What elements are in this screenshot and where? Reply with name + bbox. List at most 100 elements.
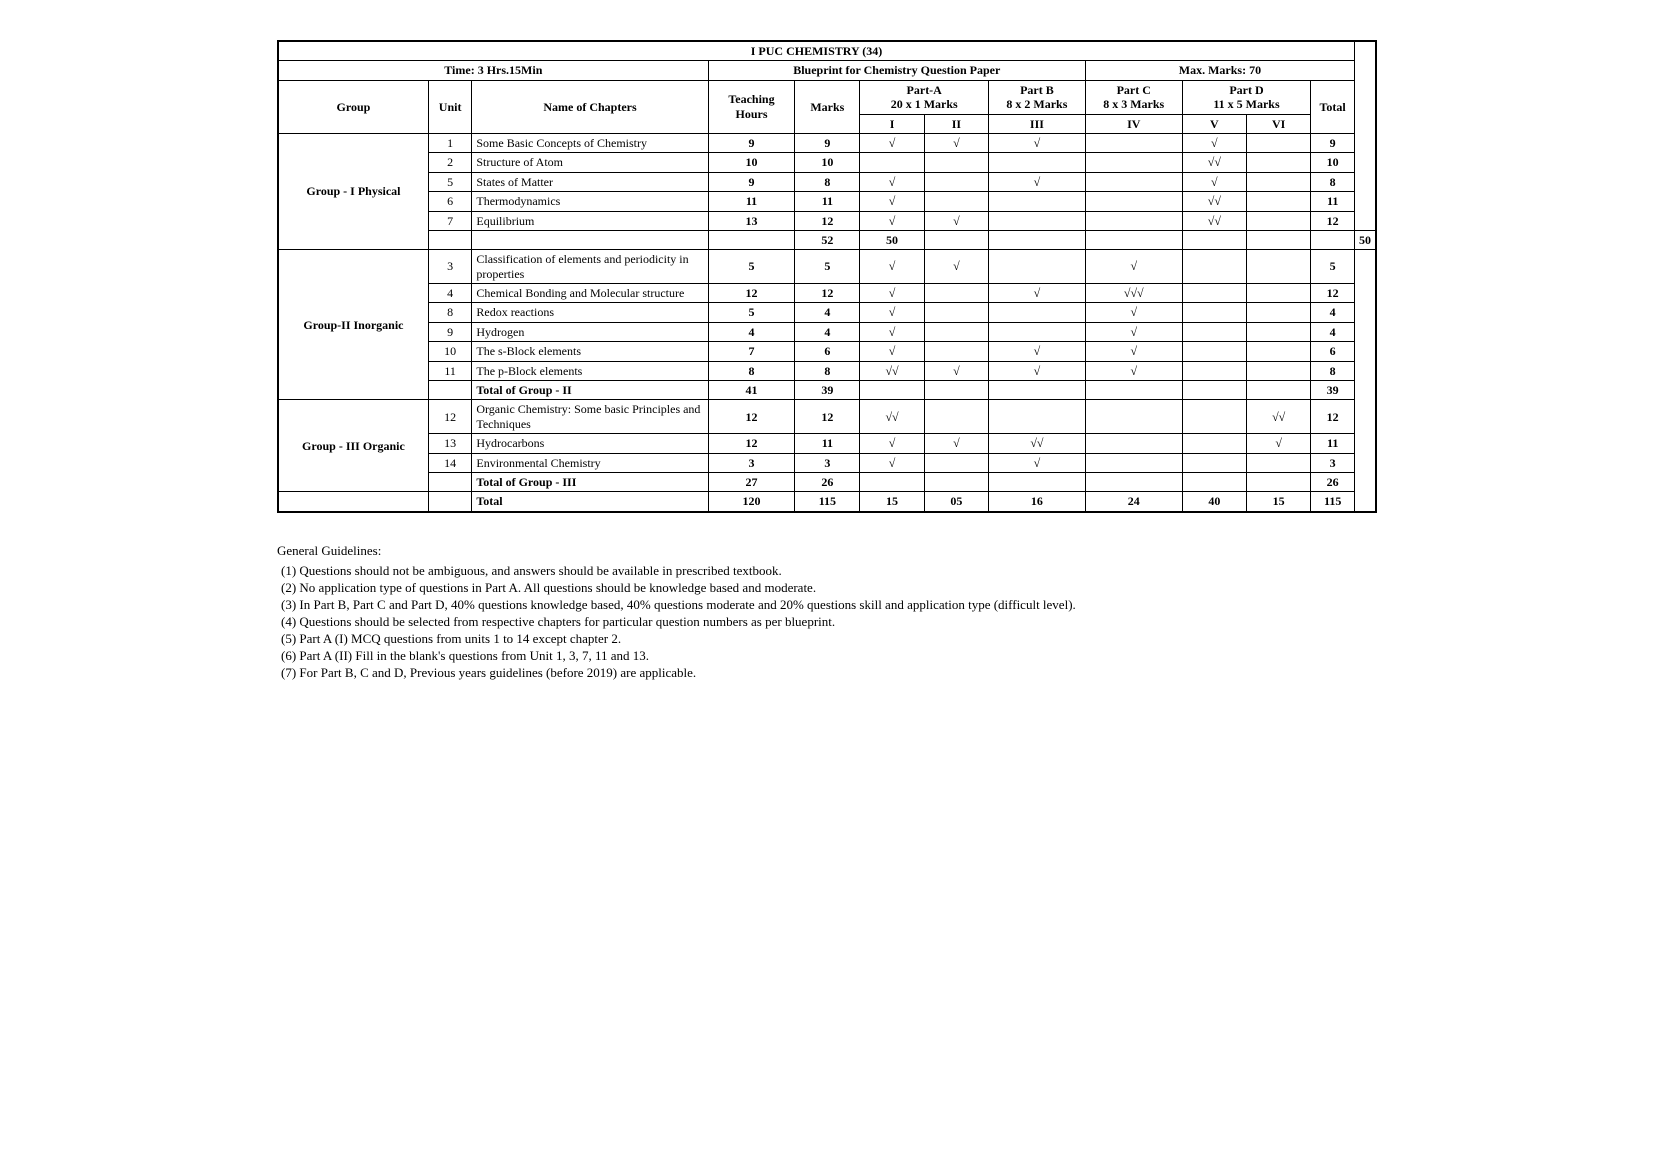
guidelines-section: General Guidelines: (1) Questions should… (277, 543, 1377, 681)
cell: 8 (1311, 361, 1355, 380)
cell: √ (924, 434, 988, 453)
col-total: Total (1311, 80, 1355, 133)
cell (924, 400, 988, 434)
cell: 5 (1311, 250, 1355, 284)
roman-5: V (1182, 114, 1246, 133)
cell: 15 (1246, 492, 1310, 512)
cell (924, 472, 988, 491)
cell: √√ (1246, 400, 1310, 434)
cell: Structure of Atom (472, 153, 708, 172)
col-partb: Part B 8 x 2 Marks (989, 80, 1086, 114)
partb-label: Part B (1020, 83, 1054, 97)
cell: Hydrocarbons (472, 434, 708, 453)
cell: √ (860, 250, 924, 284)
cell (989, 192, 1086, 211)
col-group: Group (278, 80, 428, 133)
cell (1085, 172, 1182, 191)
cell (924, 284, 988, 303)
cell (1085, 211, 1182, 230)
cell: 4 (795, 303, 860, 322)
cell: 12 (795, 284, 860, 303)
roman-1: I (860, 114, 924, 133)
cell: √ (860, 303, 924, 322)
cell (989, 153, 1086, 172)
blueprint-label: Blueprint for Chemistry Question Paper (708, 61, 1085, 80)
cell: 4 (1311, 322, 1355, 341)
cell (428, 472, 471, 491)
cell (989, 400, 1086, 434)
cell: 12 (428, 400, 471, 434)
partc-label: Part C (1117, 83, 1151, 97)
guideline-item: (3) In Part B, Part C and Part D, 40% qu… (281, 597, 1377, 613)
col-partc: Part C 8 x 3 Marks (1085, 80, 1182, 114)
group-name: Group-II Inorganic (278, 250, 428, 400)
table-row: 5States of Matter98√√√8 (278, 172, 1376, 191)
cell: The s-Block elements (472, 342, 708, 361)
cell: 12 (1311, 400, 1355, 434)
cell: 50 (860, 230, 924, 249)
cell (1182, 381, 1246, 400)
cell (989, 230, 1086, 249)
cell: √ (989, 342, 1086, 361)
cell: 115 (795, 492, 860, 512)
subtotal-row: 525050 (278, 230, 1376, 249)
cell (924, 303, 988, 322)
cell (1246, 211, 1310, 230)
cell (860, 472, 924, 491)
guideline-item: (1) Questions should not be ambiguous, a… (281, 563, 1377, 579)
cell: Total of Group - II (472, 381, 708, 400)
cell: 12 (708, 284, 795, 303)
cell: 15 (860, 492, 924, 512)
cell (1085, 453, 1182, 472)
cell: 14 (428, 453, 471, 472)
parta-sub: 20 x 1 Marks (891, 97, 958, 111)
cell (278, 492, 428, 512)
cell (428, 381, 471, 400)
cell (924, 172, 988, 191)
blueprint-table: I PUC CHEMISTRY (34) Time: 3 Hrs.15Min B… (277, 40, 1377, 513)
cell (1182, 303, 1246, 322)
doc-title: I PUC CHEMISTRY (34) (278, 41, 1355, 61)
cell: Classification of elements and periodici… (472, 250, 708, 284)
col-name: Name of Chapters (472, 80, 708, 133)
cell: 13 (428, 434, 471, 453)
cell: 1 (428, 133, 471, 152)
cell (1182, 322, 1246, 341)
cell (1246, 284, 1310, 303)
cell: 5 (708, 303, 795, 322)
col-marks: Marks (795, 80, 860, 133)
cell: √√ (1182, 153, 1246, 172)
subtotal-row: Total of Group - III272626 (278, 472, 1376, 491)
cell: 12 (708, 400, 795, 434)
cell: Thermodynamics (472, 192, 708, 211)
cell (924, 381, 988, 400)
table-row: 10The s-Block elements76√√√6 (278, 342, 1376, 361)
cell: 12 (1311, 211, 1355, 230)
cell: 115 (1311, 492, 1355, 512)
cell: 39 (1311, 381, 1355, 400)
cell: 40 (1182, 492, 1246, 512)
cell: 39 (795, 381, 860, 400)
cell: √ (989, 133, 1086, 152)
cell (1246, 250, 1310, 284)
cell: 26 (795, 472, 860, 491)
cell: 3 (708, 453, 795, 472)
cell: √ (924, 133, 988, 152)
cell (924, 342, 988, 361)
cell (1246, 133, 1310, 152)
cell: 10 (428, 342, 471, 361)
cell: 9 (1311, 133, 1355, 152)
cell: 8 (795, 172, 860, 191)
cell (1085, 192, 1182, 211)
cell: 11 (1311, 434, 1355, 453)
table-row: 4Chemical Bonding and Molecular structur… (278, 284, 1376, 303)
cell (924, 230, 988, 249)
cell: 52 (795, 230, 860, 249)
cell: √ (1182, 172, 1246, 191)
cell (1182, 284, 1246, 303)
cell (1311, 230, 1355, 249)
roman-3: III (989, 114, 1086, 133)
cell: 50 (1355, 230, 1377, 249)
cell: 4 (795, 322, 860, 341)
cell: 11 (795, 192, 860, 211)
